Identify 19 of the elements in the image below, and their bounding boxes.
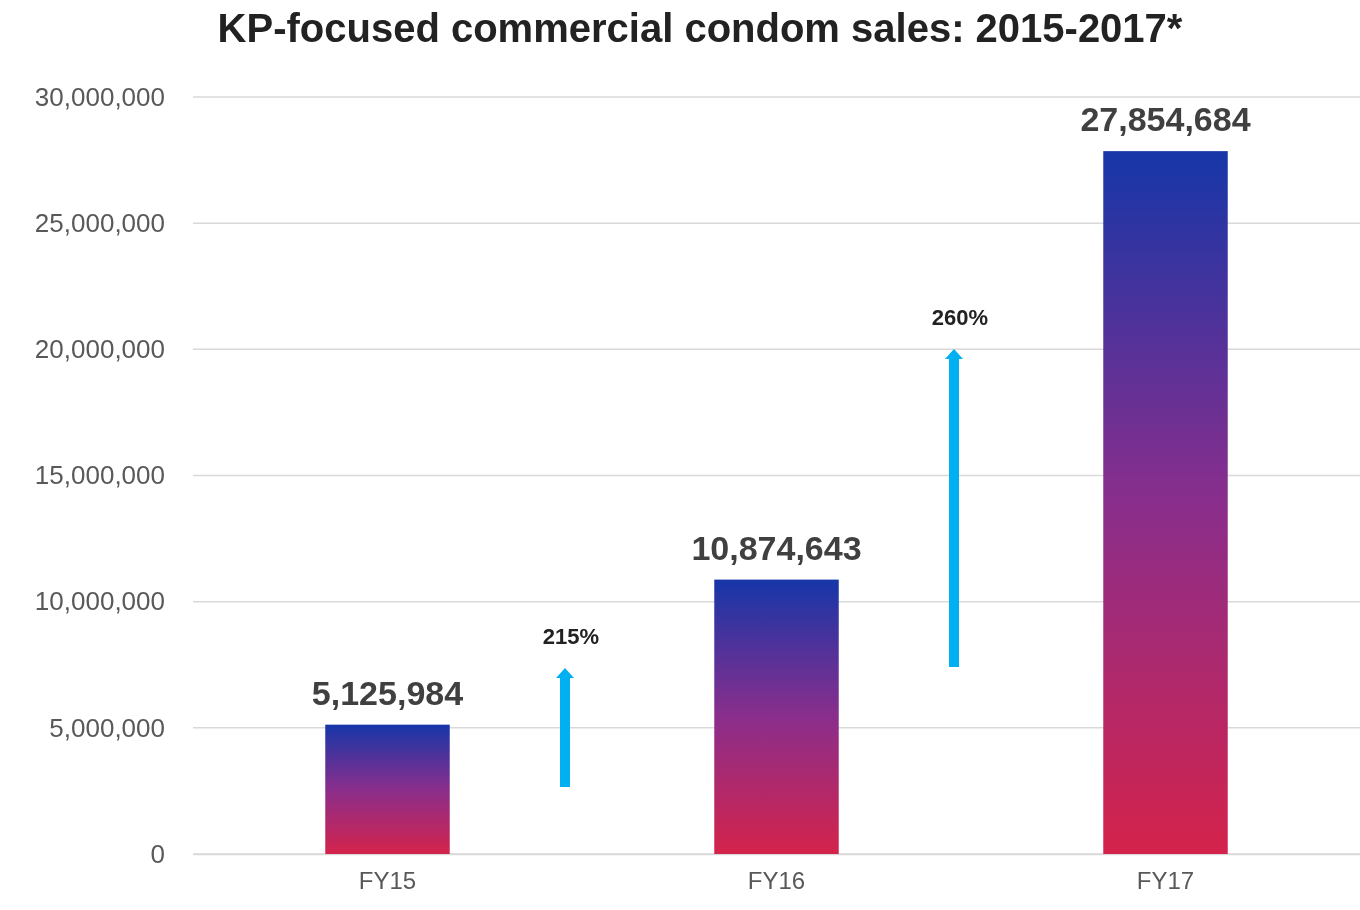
data-label: 27,854,684 bbox=[1080, 100, 1251, 139]
chart-title: KP-focused commercial condom sales: 2015-2017* bbox=[217, 6, 1183, 50]
data-label: 5,125,984 bbox=[311, 673, 464, 712]
bar bbox=[1103, 151, 1228, 854]
y-tick-label: 10,000,000 bbox=[34, 586, 165, 617]
bar bbox=[714, 579, 839, 854]
annotation: 215% bbox=[542, 624, 600, 649]
y-tick-label: 30,000,000 bbox=[34, 81, 165, 112]
y-tick-label: 0 bbox=[150, 838, 165, 869]
x-tick-label: FY16 bbox=[747, 867, 806, 895]
data-label: 10,874,643 bbox=[691, 528, 862, 567]
y-tick-label: 25,000,000 bbox=[34, 207, 165, 238]
y-tick-label: 15,000,000 bbox=[34, 460, 165, 491]
annotation: 260% bbox=[931, 305, 989, 330]
y-tick-label: 20,000,000 bbox=[34, 334, 165, 365]
x-tick-label: FY17 bbox=[1136, 867, 1195, 895]
y-tick-label: 5,000,000 bbox=[49, 712, 165, 743]
x-tick-label: FY15 bbox=[358, 867, 417, 895]
bar bbox=[325, 724, 450, 854]
